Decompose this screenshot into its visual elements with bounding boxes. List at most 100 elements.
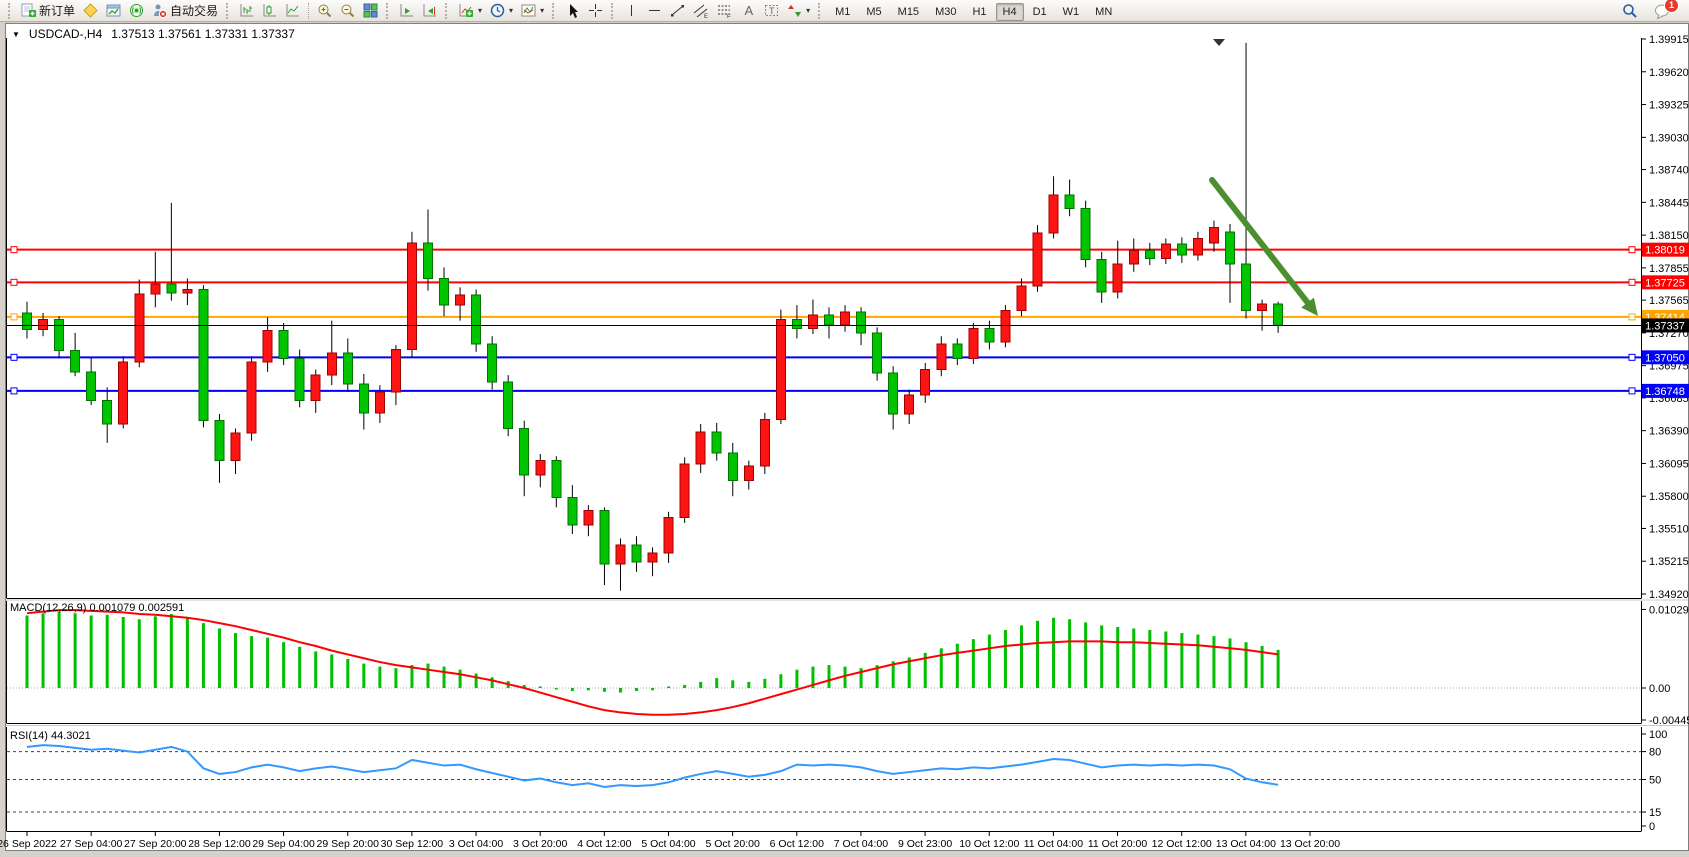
horizontal-line-icon [647, 3, 662, 18]
level-line-handle[interactable] [1628, 246, 1636, 254]
price-tick-label: 1.34920 [1649, 589, 1689, 601]
new-order-label: 新订单 [39, 4, 76, 18]
candle-bearish [471, 294, 482, 345]
candle-bullish [968, 327, 979, 359]
time-label: 30 Sep 12:00 [381, 838, 444, 850]
candle-bullish [535, 460, 546, 476]
candle-bearish [1176, 243, 1187, 256]
level-line-handle[interactable] [1628, 313, 1636, 321]
horizontal-line-tool-button[interactable] [643, 0, 666, 22]
candle-bearish [1273, 303, 1284, 326]
candle-bullish [759, 419, 770, 467]
autotrading-button[interactable]: 自动交易 [148, 0, 222, 22]
candle-bullish [695, 431, 706, 465]
arrows-tool-button[interactable]: ▾ [783, 0, 814, 22]
line-chart-type-button[interactable] [281, 0, 304, 22]
candle-bearish [1064, 194, 1075, 209]
level-line-handle[interactable] [10, 278, 18, 286]
level-line-handle[interactable] [10, 387, 18, 395]
price-tick-label: 1.38740 [1649, 165, 1689, 177]
annotation-arrow-line[interactable] [1209, 177, 1311, 306]
price-tick-label: 1.35215 [1649, 556, 1689, 568]
chart-shift-button[interactable] [418, 0, 441, 22]
candle-bearish [856, 311, 867, 334]
timeframe-M1-button[interactable]: M1 [835, 5, 851, 18]
templates-button[interactable]: ▾ [517, 0, 548, 22]
time-label: 13 Oct 20:00 [1280, 838, 1340, 850]
cursor-button[interactable] [561, 0, 584, 22]
autotrading-icon [152, 3, 168, 18]
new-order-button[interactable]: 新订单 [17, 0, 79, 22]
candle-bearish [166, 283, 177, 294]
macd-axis-label: 0.00 [1649, 683, 1670, 695]
time-label: 29 Sep 20:00 [317, 838, 380, 850]
channel-icon: E [693, 3, 709, 18]
candle-bearish [888, 372, 899, 415]
candle-bullish [1000, 310, 1011, 343]
level-line-handle[interactable] [1628, 353, 1636, 361]
candle-bearish [711, 431, 722, 454]
level-line-handle[interactable] [10, 313, 18, 321]
notifications-button[interactable]: 1 [1650, 0, 1679, 22]
chart-shift-marker[interactable] [1213, 39, 1225, 46]
candle-bearish [54, 319, 65, 352]
indicators-button[interactable]: ▾ [454, 0, 486, 22]
vertical-line-tool-button[interactable] [620, 0, 643, 22]
fibonacci-tool-button[interactable]: F [713, 0, 737, 22]
notification-badge: 1 [1664, 0, 1679, 13]
svg-text:A: A [745, 3, 754, 18]
chevron-down-icon: ▾ [509, 6, 514, 15]
candle-bullish [134, 293, 145, 363]
crosshair-button[interactable] [584, 0, 607, 22]
toolbar-separator [308, 2, 310, 19]
equidistant-channel-tool-button[interactable]: E [689, 0, 713, 22]
periods-button[interactable]: ▾ [486, 0, 517, 22]
tile-windows-button[interactable] [359, 0, 382, 22]
search-button[interactable] [1618, 0, 1642, 22]
candlestick-chart-type-button[interactable] [258, 0, 281, 22]
candle-bullish [920, 369, 931, 396]
bar-chart-type-button[interactable] [235, 0, 258, 22]
timeframe-M30-button[interactable]: M30 [935, 5, 957, 18]
level-line-handle[interactable] [10, 246, 18, 254]
candle-bullish [150, 283, 161, 295]
toolbar-grip [226, 2, 231, 19]
annotation-arrow-head[interactable] [1301, 297, 1318, 316]
timeframe-M5-button[interactable]: M5 [866, 5, 882, 18]
candle-bullish [118, 361, 129, 425]
zoom-in-button[interactable] [313, 0, 336, 22]
text-tool-button[interactable]: A [737, 0, 760, 22]
timeframe-MN-button[interactable]: MN [1095, 5, 1113, 18]
candle-bearish [824, 314, 834, 326]
open-chart-button[interactable] [102, 0, 125, 22]
zoom-out-button[interactable] [336, 0, 359, 22]
timeframe-M15-button[interactable]: M15 [897, 5, 920, 18]
trendline-tool-button[interactable] [666, 0, 689, 22]
candle-bullish [663, 516, 674, 554]
candle-bearish [872, 332, 883, 374]
chart-ohlc-values: 1.37513 1.37561 1.37331 1.37337 [111, 27, 295, 41]
auto-scroll-icon [399, 3, 414, 18]
level-line-handle[interactable] [1628, 278, 1636, 286]
auto-scroll-button[interactable] [395, 0, 418, 22]
chart-menu-arrow-icon[interactable]: ▼ [12, 29, 20, 39]
timeframe-D1-button[interactable]: D1 [1032, 5, 1047, 18]
signals-button[interactable] [125, 0, 148, 22]
mql-editor-button[interactable] [79, 0, 102, 22]
level-price-badge [1642, 242, 1689, 257]
level-line-handle[interactable] [1628, 387, 1636, 395]
timeframe-W1-button[interactable]: W1 [1062, 5, 1080, 18]
time-label: 26 Sep 2022 [0, 838, 57, 850]
toolbar-grip [818, 2, 823, 19]
level-line-handle[interactable] [10, 353, 18, 361]
candle-bullish [775, 319, 786, 421]
candle-bearish [1080, 207, 1091, 261]
text-label-tool-button[interactable]: T [760, 0, 783, 22]
toolbar-right-group: 1 [1618, 0, 1685, 22]
timeframe-H4-button[interactable]: H4 [995, 2, 1024, 21]
candle-bearish [631, 544, 642, 563]
timeframe-H1-button[interactable]: H1 [972, 5, 987, 18]
candle-bullish [455, 294, 466, 306]
price-tick-label: 1.39620 [1649, 67, 1689, 79]
